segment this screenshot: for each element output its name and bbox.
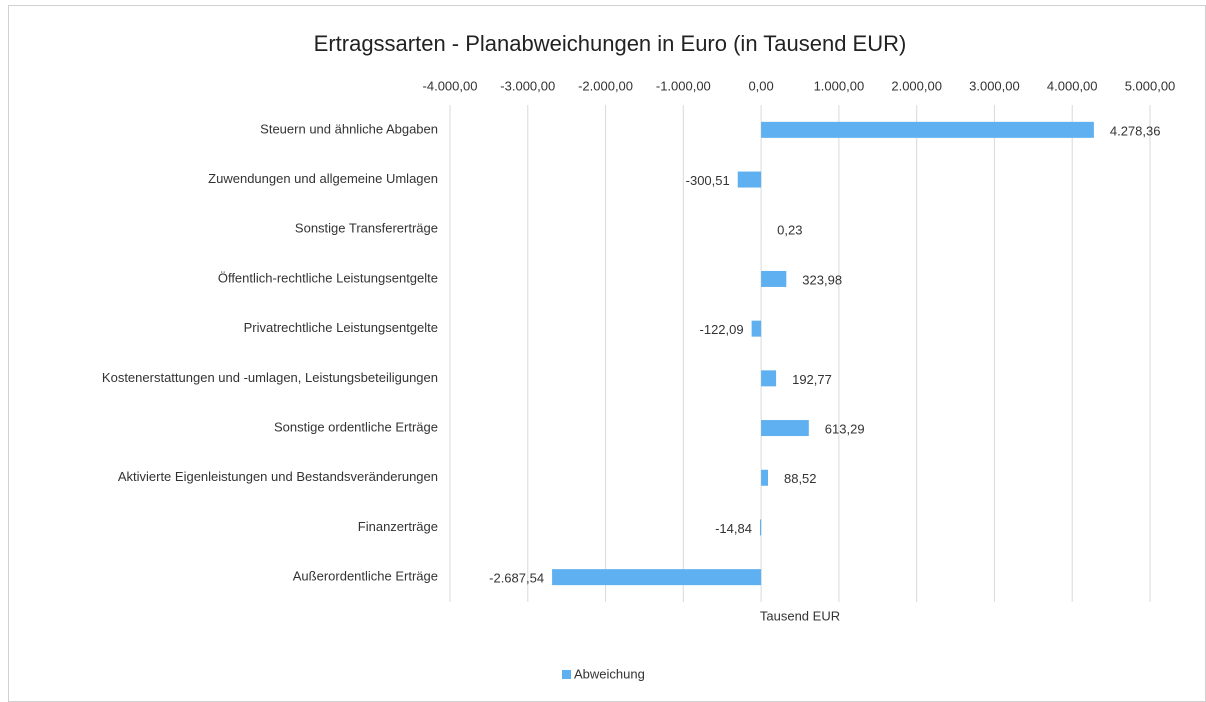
y-tick-label: Privatrechtliche Leistungsentgelte — [244, 320, 438, 335]
x-tick-label: 4.000,00 — [1047, 78, 1098, 93]
bar — [759, 519, 762, 536]
x-tick-label: 5.000,00 — [1125, 78, 1176, 93]
bar — [761, 370, 777, 387]
data-label: 613,29 — [825, 421, 865, 436]
bar — [737, 171, 762, 188]
data-label: -122,09 — [700, 322, 744, 337]
y-tick-label: Kostenerstattungen und -umlagen, Leistun… — [102, 370, 438, 385]
y-tick-label: Außerordentliche Erträge — [293, 569, 438, 584]
x-tick-label: -4.000,00 — [423, 78, 478, 93]
bar — [552, 569, 762, 586]
legend-label: Abweichung — [574, 666, 645, 681]
y-tick-label: Aktivierte Eigenleistungen und Bestandsv… — [118, 469, 438, 484]
y-tick-label: Zuwendungen und allgemeine Umlagen — [208, 171, 438, 186]
chart-border — [8, 5, 1206, 702]
bar — [761, 121, 1094, 138]
y-tick-label: Sonstige ordentliche Erträge — [274, 419, 438, 434]
x-tick-label: -1.000,00 — [656, 78, 711, 93]
x-tick-label: 3.000,00 — [969, 78, 1020, 93]
bar — [761, 270, 787, 287]
bar — [761, 469, 768, 486]
data-label: 4.278,36 — [1110, 123, 1161, 138]
data-label: 88,52 — [784, 471, 817, 486]
bar — [751, 320, 762, 337]
x-axis-label: Tausend EUR — [760, 608, 840, 623]
x-tick-label: 0,00 — [748, 78, 773, 93]
x-tick-label: -3.000,00 — [500, 78, 555, 93]
y-tick-label: Steuern und ähnliche Abgaben — [260, 121, 438, 136]
x-tick-label: -2.000,00 — [578, 78, 633, 93]
data-label: 192,77 — [792, 372, 832, 387]
x-tick-label: 1.000,00 — [814, 78, 865, 93]
y-tick-label: Öffentlich-rechtliche Leistungsentgelte — [218, 270, 438, 285]
data-label: -2.687,54 — [489, 571, 544, 586]
y-tick-label: Finanzerträge — [358, 519, 438, 534]
data-label: 0,23 — [777, 223, 802, 238]
data-label: -14,84 — [715, 521, 752, 536]
bar — [761, 420, 809, 437]
legend-swatch — [562, 670, 571, 679]
chart-title: Ertragssarten - Planabweichungen in Euro… — [314, 31, 907, 56]
data-label: 323,98 — [802, 272, 842, 287]
data-label: -300,51 — [686, 173, 730, 188]
x-tick-label: 2.000,00 — [891, 78, 942, 93]
y-tick-label: Sonstige Transfererträge — [295, 221, 438, 236]
